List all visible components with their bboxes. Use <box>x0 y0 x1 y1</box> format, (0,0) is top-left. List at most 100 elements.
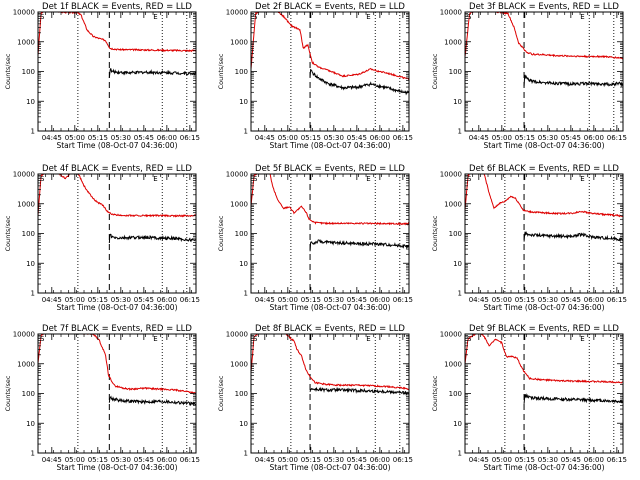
y-axis-label: Counts/sec <box>217 215 225 251</box>
x-tick-label: 05:30 <box>111 456 131 464</box>
corner-symbol-start: S <box>467 175 472 183</box>
y-tick-label: 10000 <box>13 331 35 339</box>
x-axis-label: Start Time (08-Oct-07 04:36:00) <box>269 141 390 150</box>
panel-title: Det 1f BLACK = Events, RED = LLD <box>42 2 192 12</box>
y-tick-label: 10000 <box>440 9 462 17</box>
corner-symbol-start: S <box>40 13 45 21</box>
panel-title: Det 7f BLACK = Events, RED = LLD <box>42 324 192 334</box>
plot-frame <box>37 333 197 454</box>
y-tick-label: 1 <box>244 128 248 136</box>
y-tick-label: 1000 <box>17 38 35 46</box>
x-tick-label: 05:30 <box>538 134 558 142</box>
corner-symbol-end: E <box>580 13 584 21</box>
panel-traces <box>251 174 409 252</box>
panel-det-7: Det 7f BLACK = Events, RED = LLD 1 10 100 10… <box>4 324 200 472</box>
panel-title: Det 8f BLACK = Events, RED = LLD <box>255 324 405 334</box>
x-tick-label: 06:00 <box>584 296 604 304</box>
y-tick-label: 100 <box>22 68 35 76</box>
x-axis-label: Start Time (08-Oct-07 04:36:00) <box>269 303 390 312</box>
x-tick-label: 06:00 <box>584 456 604 464</box>
y-axis-label: Counts/sec <box>431 53 439 89</box>
x-tick-label: 06:15 <box>607 296 627 304</box>
y-tick-label: 10 <box>26 98 35 106</box>
series-events-line <box>108 395 196 407</box>
series-lld-line <box>38 334 196 395</box>
panel-traces <box>465 174 623 243</box>
series-events-line <box>309 386 409 397</box>
corner-symbol-start: S <box>467 335 472 343</box>
y-tick-label: 10000 <box>440 331 462 339</box>
x-tick-label: 06:15 <box>180 296 200 304</box>
y-tick-label: 1 <box>31 450 35 458</box>
x-tick-label: 05:45 <box>561 134 581 142</box>
x-tick-label: 06:15 <box>393 296 413 304</box>
x-tick-label: 05:00 <box>65 134 85 142</box>
x-tick-label: 05:15 <box>88 456 108 464</box>
x-tick-label: 05:15 <box>301 296 321 304</box>
x-tick-label: 05:30 <box>324 134 344 142</box>
x-tick-label: 06:00 <box>370 296 390 304</box>
y-tick-label: 100 <box>235 68 248 76</box>
series-events-line <box>523 393 623 404</box>
x-tick-label: 04:45 <box>469 134 489 142</box>
panel-traces <box>38 12 196 78</box>
panel-title: Det 4f BLACK = Events, RED = LLD <box>42 164 192 174</box>
x-tick-label: 05:00 <box>492 296 512 304</box>
y-tick-label: 10 <box>453 98 462 106</box>
x-tick-label: 06:00 <box>584 134 604 142</box>
corner-symbol-end: E <box>580 175 584 183</box>
corner-symbol-end: E <box>153 335 157 343</box>
y-tick-label: 1 <box>244 290 248 298</box>
x-tick-label: 04:45 <box>42 296 62 304</box>
corner-symbol-start: S <box>40 175 45 183</box>
x-tick-label: 04:45 <box>469 456 489 464</box>
corner-symbol-end: E <box>153 13 157 21</box>
series-events-line <box>108 233 196 244</box>
panel-det-9: Det 9f BLACK = Events, RED = LLD 1 10 100 10… <box>431 324 627 472</box>
corner-symbol-start: S <box>467 13 472 21</box>
x-axis-label: Start Time (08-Oct-07 04:36:00) <box>483 463 604 472</box>
y-tick-label: 1000 <box>230 38 248 46</box>
x-tick-label: 05:30 <box>111 134 131 142</box>
x-tick-label: 06:00 <box>370 134 390 142</box>
x-tick-label: 05:45 <box>134 456 154 464</box>
x-axis-label: Start Time (08-Oct-07 04:36:00) <box>56 141 177 150</box>
x-tick-label: 05:45 <box>134 134 154 142</box>
panel-traces <box>465 334 623 404</box>
series-lld-line <box>465 174 623 218</box>
corner-symbol-start: S <box>40 335 45 343</box>
x-tick-label: 05:45 <box>134 296 154 304</box>
y-tick-label: 1 <box>31 290 35 298</box>
panel-det-3: Det 3f BLACK = Events, RED = LLD 1 10 100 10… <box>431 2 627 150</box>
series-events-line <box>309 68 409 96</box>
x-axis-label: Start Time (08-Oct-07 04:36:00) <box>483 303 604 312</box>
x-tick-label: 05:45 <box>561 456 581 464</box>
x-tick-label: 05:45 <box>347 296 367 304</box>
corner-symbol-end: E <box>580 335 584 343</box>
x-tick-label: 04:45 <box>255 296 275 304</box>
y-tick-label: 1 <box>31 128 35 136</box>
x-tick-label: 05:15 <box>88 296 108 304</box>
x-tick-label: 04:45 <box>255 134 275 142</box>
y-tick-label: 10000 <box>226 331 248 339</box>
y-tick-label: 100 <box>235 230 248 238</box>
x-tick-label: 05:00 <box>278 134 298 142</box>
series-lld-line <box>251 12 409 81</box>
x-tick-label: 04:45 <box>42 456 62 464</box>
panel-traces <box>38 334 196 407</box>
x-axis-label: Start Time (08-Oct-07 04:36:00) <box>483 141 604 150</box>
x-tick-label: 05:00 <box>65 296 85 304</box>
panel-title: Det 3f BLACK = Events, RED = LLD <box>469 2 619 12</box>
x-tick-label: 05:30 <box>324 456 344 464</box>
y-axis-label: Counts/sec <box>217 375 225 411</box>
x-tick-label: 05:00 <box>278 456 298 464</box>
corner-symbol-end: E <box>366 13 370 21</box>
y-axis-label: Counts/sec <box>431 215 439 251</box>
x-tick-label: 06:15 <box>393 456 413 464</box>
corner-symbol-end: E <box>153 175 157 183</box>
x-tick-label: 06:00 <box>157 456 177 464</box>
panel-traces <box>465 12 623 88</box>
y-tick-label: 10000 <box>440 171 462 179</box>
panel-det-6: Det 6f BLACK = Events, RED = LLD 1 10 100 10… <box>431 164 627 312</box>
series-events-line <box>108 68 196 78</box>
